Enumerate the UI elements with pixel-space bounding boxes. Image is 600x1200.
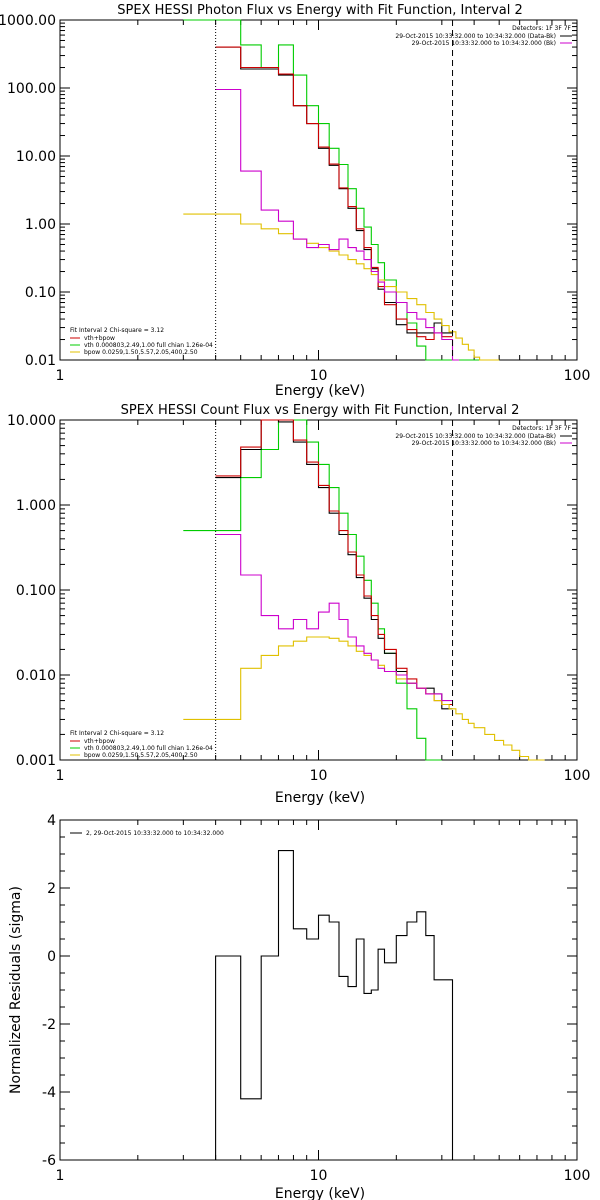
- y-tick-label: 1.00: [25, 217, 56, 233]
- count-fit-header: Fit Interval 2 Chi-square = 3.12: [70, 730, 164, 737]
- photon-vline-layer: [215, 20, 454, 360]
- residuals-panel: 1 10 100 -6 -4 -2 0 2 4 Energy (keV) Normalized …: [8, 813, 590, 1200]
- photon-flux-panel: SPEX HESSI Photon Flux vs Energy with Fi…: [0, 3, 590, 399]
- x-tick-label: 10: [310, 768, 328, 784]
- count-fit-item-1: vth+bpow: [84, 738, 115, 745]
- y-tick-label: 1000.00: [0, 13, 56, 29]
- count-detectors-label: Detectors: 1F 3F 7F: [512, 425, 571, 432]
- count-time-legend-1: 29-Oct-2015 10:33:32.000 to 10:34:32.000…: [395, 433, 556, 440]
- y-tick-label: 10.00: [16, 149, 56, 165]
- photon-tick-layer: 1 10 100 0.01 0.10 1.00 10.00 100.00 1000.00: [0, 13, 590, 384]
- y-tick-label: 4: [47, 813, 56, 829]
- count-vline-layer: [215, 420, 454, 760]
- series-vth-line: [183, 419, 442, 761]
- photon-fit-item-2: vth 0.000803,2.49,1.00 full chian 1.26e-…: [84, 342, 213, 349]
- count-time-legend-2: 29-Oct-2015 10:33:32.000 to 10:34:32.000…: [412, 440, 556, 447]
- series-total-line: [215, 46, 453, 341]
- y-tick-label: -6: [42, 1153, 56, 1169]
- x-tick-label: 100: [564, 1168, 591, 1184]
- photon-time-legend-1: 29-Oct-2015 10:33:32.000 to 10:34:32.000…: [395, 33, 556, 40]
- y-tick-label: 0.01: [25, 353, 56, 369]
- count-x-axis-label: Energy (keV): [275, 790, 365, 806]
- x-tick-label: 10: [310, 1168, 328, 1184]
- photon-panel-title: SPEX HESSI Photon Flux vs Energy with Fi…: [117, 3, 523, 18]
- count-fit-legend: Fit Interval 2 Chi-square = 3.12 vth+bpo…: [70, 730, 213, 759]
- count-fit-item-3: bpow 0.0259,1.50,5.57,2.05,400,2.50: [84, 752, 198, 759]
- y-tick-label: 10.000: [7, 413, 56, 429]
- series-sum-line: [215, 533, 453, 702]
- photon-time-legend-2: 29-Oct-2015 10:33:32.000 to 10:34:32.000…: [412, 40, 556, 47]
- y-tick-label: 2: [47, 881, 56, 897]
- y-tick-label: -2: [42, 1017, 56, 1033]
- series-vth-line: [183, 19, 500, 361]
- count-flux-panel: SPEX HESSI Count Flux vs Energy with Fit…: [7, 403, 590, 806]
- residuals-legend-label: 2, 29-Oct-2015 10:33:32.000 to 10:34:32.…: [86, 830, 224, 837]
- y-tick-label: 100.00: [7, 81, 56, 97]
- photon-time-legend: 29-Oct-2015 10:33:32.000 to 10:34:32.000…: [395, 33, 572, 47]
- x-tick-label: 100: [564, 368, 591, 384]
- count-time-legend: 29-Oct-2015 10:33:32.000 to 10:34:32.000…: [395, 433, 572, 447]
- residuals-x-axis-label: Energy (keV): [275, 1186, 365, 1200]
- y-tick-label: 0.010: [16, 668, 56, 684]
- photon-fit-header: Fit Interval 2 Chi-square = 3.12: [70, 327, 164, 334]
- y-tick-label: 1.000: [16, 498, 56, 514]
- photon-fit-legend: Fit Interval 2 Chi-square = 3.12 vth+bpo…: [70, 327, 213, 356]
- photon-series-layer: [183, 19, 500, 361]
- y-tick-label: 0.10: [25, 285, 56, 301]
- x-tick-label: 1: [56, 1168, 65, 1184]
- count-series-layer: [183, 419, 545, 761]
- count-tick-layer: 1 10 100 0.001 0.010 0.100 1.000 10.000: [7, 413, 590, 784]
- x-tick-label: 100: [564, 768, 591, 784]
- series-sum-line: [215, 88, 460, 361]
- y-tick-label: 0.001: [16, 753, 56, 769]
- count-panel-title: SPEX HESSI Count Flux vs Energy with Fit…: [121, 403, 520, 418]
- y-tick-label: 0: [47, 949, 56, 965]
- x-tick-label: 10: [310, 368, 328, 384]
- x-tick-label: 1: [56, 768, 65, 784]
- residuals-series-layer: [215, 850, 454, 1160]
- x-tick-label: 1: [56, 368, 65, 384]
- y-tick-label: 0.100: [16, 583, 56, 599]
- residuals-legend: 2, 29-Oct-2015 10:33:32.000 to 10:34:32.…: [70, 830, 224, 837]
- y-tick-label: -4: [42, 1085, 56, 1101]
- photon-x-axis-label: Energy (keV): [275, 383, 365, 399]
- residuals-tick-layer: 1 10 100 -6 -4 -2 0 2 4: [42, 813, 590, 1184]
- photon-detectors-label: Detectors: 1F 3F 7F: [512, 25, 571, 32]
- residuals-y-axis-label: Normalized Residuals (sigma): [8, 886, 24, 1094]
- photon-fit-item-3: bpow 0.0259,1.50,5.57,2.05,400,2.50: [84, 349, 198, 356]
- photon-fit-item-1: vth+bpow: [84, 335, 115, 342]
- series-data-line: [215, 850, 454, 1160]
- count-fit-item-2: vth 0.000803,2.49,1.00 full chian 1.26e-…: [84, 745, 213, 752]
